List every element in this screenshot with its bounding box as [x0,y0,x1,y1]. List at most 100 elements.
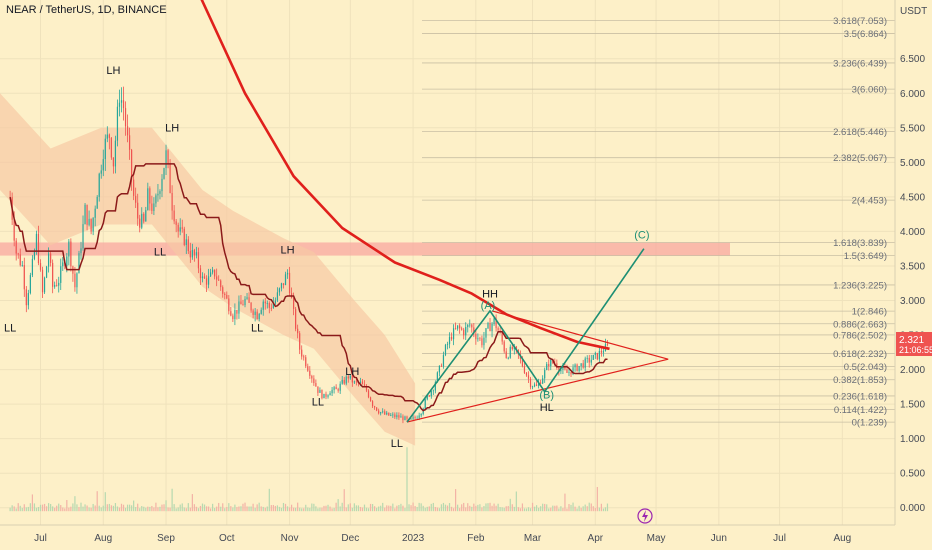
candle-body [56,285,58,286]
volume-bar [161,504,163,512]
candle-body [511,346,513,350]
volume-bar [436,507,438,512]
candle-body [35,233,38,252]
candle-body [548,364,550,367]
volume-bar [256,504,258,512]
volume-bar [295,507,297,512]
triangle-pattern [406,310,669,423]
volume-bar [426,506,428,512]
time-tick-label: Mar [524,533,542,544]
volume-bar [264,507,266,512]
candle-body [207,276,210,285]
wave-path [406,248,645,423]
currency-label: USDT [900,6,927,17]
candle-body [181,227,183,229]
candle-body [15,240,17,254]
volume-bar [531,502,534,512]
volume-bar [513,506,515,512]
volume-bar [487,503,489,512]
candle-body [349,375,351,379]
candle-body [430,391,432,397]
volume-bar [274,505,276,512]
candle-body [335,387,337,390]
volume-bar [175,508,177,512]
candle-body [161,178,163,192]
candle-body [153,203,155,211]
candle-body [550,359,552,367]
volume-bar [580,507,582,512]
candle-body [309,370,311,376]
candle-body [359,381,362,383]
candle-body [529,378,532,388]
candle-body [131,149,133,180]
volume-bar [448,503,451,512]
candle-body [523,366,526,373]
volume-bar [327,504,329,512]
candle-body [52,262,54,287]
candle-body [226,295,228,299]
time-tick-label: Feb [467,533,485,544]
candle-body [173,210,175,222]
lightning-icon[interactable] [637,508,653,524]
wave-label: (A) [481,300,496,312]
volume-bar [90,507,92,512]
volume-bar [250,506,252,512]
volume-bar [183,507,185,512]
candle-body [489,323,491,332]
fib-label: 3.618(7.053) [833,16,887,27]
time-tick-label: Jul [34,533,47,544]
volume-bar [606,503,609,512]
volume-bar [600,503,602,512]
volume-bar [58,503,60,512]
volume-bar [578,505,580,512]
volume-bar [442,502,445,512]
volume-bar [414,506,416,512]
volume-bar [329,506,331,512]
candle-body [262,301,264,310]
candle-body [266,303,268,304]
fib-label: 3(6.060) [852,85,887,96]
volume-bar [390,505,392,512]
volume-bar [394,508,396,512]
volume-bar [317,508,319,512]
candle-body [442,355,445,367]
volume-bar [139,508,141,512]
triangle-lower-line [406,358,669,423]
volume-bar [582,506,584,512]
candle-body [286,272,289,275]
volume-bar [564,493,566,512]
volume-bar [570,504,572,512]
volume-bar [54,507,56,512]
volume-bar [9,507,11,512]
candle-body [88,218,90,225]
candle-body [240,301,242,305]
candle-body [110,137,112,158]
volume-bar [218,502,220,512]
volume-bar [367,508,370,512]
candle-body [598,350,600,360]
volume-bar [56,505,58,512]
candle-body [542,378,544,384]
volume-bar [84,504,86,512]
candle-body [339,383,341,391]
volume-bar [220,506,222,512]
time-tick-label: Dec [341,533,359,544]
candle-body [432,390,434,392]
ma-line [200,0,610,351]
volume-bar [454,489,457,512]
volume-bar [384,507,386,512]
bar-countdown-label: 21:06:55 [899,345,932,355]
volume-bar [400,503,402,512]
candle-body [329,393,331,396]
volume-bar [52,506,54,512]
candle-body [390,415,392,416]
wave-label: (B) [539,390,554,402]
volume-bar [378,506,380,512]
candle-body [341,379,343,384]
volume-bar [228,503,230,512]
volume-bar [135,507,137,512]
candle-body [78,253,80,274]
candle-body [203,276,206,279]
volume-bar [475,505,477,512]
